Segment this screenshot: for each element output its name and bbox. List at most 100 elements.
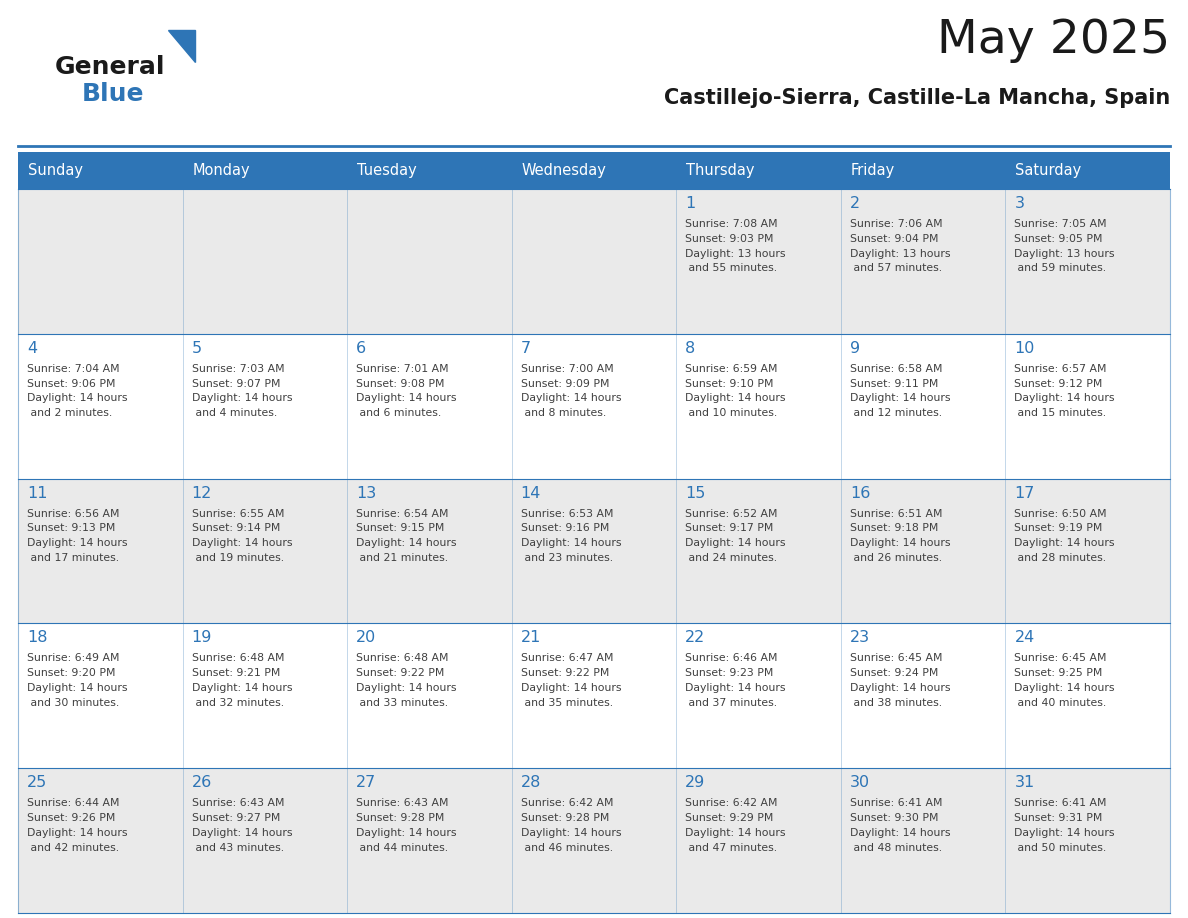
- Text: and 24 minutes.: and 24 minutes.: [685, 553, 777, 563]
- Text: 1: 1: [685, 196, 695, 211]
- Text: 20: 20: [356, 631, 377, 645]
- Text: Sunset: 9:08 PM: Sunset: 9:08 PM: [356, 378, 444, 388]
- Text: and 15 minutes.: and 15 minutes.: [1015, 409, 1106, 419]
- Text: 25: 25: [27, 775, 48, 790]
- Bar: [841, 152, 1005, 189]
- Bar: [676, 152, 841, 189]
- Text: and 8 minutes.: and 8 minutes.: [520, 409, 606, 419]
- Text: 12: 12: [191, 486, 211, 500]
- Text: and 17 minutes.: and 17 minutes.: [27, 553, 119, 563]
- Text: Sunset: 9:22 PM: Sunset: 9:22 PM: [520, 668, 609, 678]
- Text: 4: 4: [27, 341, 37, 356]
- Bar: [18, 189, 1170, 334]
- Text: Daylight: 14 hours: Daylight: 14 hours: [191, 538, 292, 548]
- Text: Friday: Friday: [851, 163, 895, 178]
- Text: Daylight: 14 hours: Daylight: 14 hours: [356, 683, 456, 693]
- Text: Daylight: 14 hours: Daylight: 14 hours: [685, 683, 785, 693]
- Text: Sunrise: 7:01 AM: Sunrise: 7:01 AM: [356, 364, 449, 374]
- Text: Sunset: 9:13 PM: Sunset: 9:13 PM: [27, 523, 115, 533]
- Text: Wednesday: Wednesday: [522, 163, 607, 178]
- Bar: [18, 768, 1170, 913]
- Text: 22: 22: [685, 631, 706, 645]
- Text: Daylight: 14 hours: Daylight: 14 hours: [1015, 683, 1114, 693]
- Text: Daylight: 14 hours: Daylight: 14 hours: [27, 394, 127, 403]
- Text: 26: 26: [191, 775, 211, 790]
- Text: and 33 minutes.: and 33 minutes.: [356, 698, 448, 708]
- Polygon shape: [168, 30, 195, 62]
- Text: and 4 minutes.: and 4 minutes.: [191, 409, 277, 419]
- Text: 30: 30: [849, 775, 870, 790]
- Text: Sunset: 9:22 PM: Sunset: 9:22 PM: [356, 668, 444, 678]
- Text: 23: 23: [849, 631, 870, 645]
- Text: Daylight: 13 hours: Daylight: 13 hours: [849, 249, 950, 259]
- Text: 8: 8: [685, 341, 695, 356]
- Text: and 30 minutes.: and 30 minutes.: [27, 698, 119, 708]
- Text: 27: 27: [356, 775, 377, 790]
- Text: 7: 7: [520, 341, 531, 356]
- Text: Sunset: 9:19 PM: Sunset: 9:19 PM: [1015, 523, 1102, 533]
- Text: and 47 minutes.: and 47 minutes.: [685, 843, 777, 853]
- Text: 29: 29: [685, 775, 706, 790]
- Text: and 35 minutes.: and 35 minutes.: [520, 698, 613, 708]
- Text: and 59 minutes.: and 59 minutes.: [1015, 263, 1106, 274]
- Text: Daylight: 14 hours: Daylight: 14 hours: [849, 683, 950, 693]
- Text: Sunset: 9:10 PM: Sunset: 9:10 PM: [685, 378, 773, 388]
- Text: 31: 31: [1015, 775, 1035, 790]
- Bar: [18, 152, 183, 189]
- Text: 17: 17: [1015, 486, 1035, 500]
- Text: Daylight: 14 hours: Daylight: 14 hours: [685, 828, 785, 838]
- Text: Daylight: 14 hours: Daylight: 14 hours: [191, 683, 292, 693]
- Text: Sunrise: 6:59 AM: Sunrise: 6:59 AM: [685, 364, 778, 374]
- Text: and 44 minutes.: and 44 minutes.: [356, 843, 448, 853]
- Text: Sunrise: 6:55 AM: Sunrise: 6:55 AM: [191, 509, 284, 519]
- Text: Sunrise: 6:41 AM: Sunrise: 6:41 AM: [849, 798, 942, 808]
- Text: Daylight: 14 hours: Daylight: 14 hours: [27, 538, 127, 548]
- Text: Sunrise: 6:57 AM: Sunrise: 6:57 AM: [1015, 364, 1107, 374]
- Text: Sunrise: 6:43 AM: Sunrise: 6:43 AM: [356, 798, 449, 808]
- Text: Daylight: 14 hours: Daylight: 14 hours: [849, 828, 950, 838]
- Text: and 32 minutes.: and 32 minutes.: [191, 698, 284, 708]
- Text: and 43 minutes.: and 43 minutes.: [191, 843, 284, 853]
- Text: 24: 24: [1015, 631, 1035, 645]
- Text: Sunset: 9:25 PM: Sunset: 9:25 PM: [1015, 668, 1102, 678]
- Text: Sunrise: 7:04 AM: Sunrise: 7:04 AM: [27, 364, 120, 374]
- Text: Sunset: 9:16 PM: Sunset: 9:16 PM: [520, 523, 609, 533]
- Text: Daylight: 14 hours: Daylight: 14 hours: [849, 394, 950, 403]
- Text: Sunrise: 6:56 AM: Sunrise: 6:56 AM: [27, 509, 120, 519]
- Text: Daylight: 14 hours: Daylight: 14 hours: [520, 828, 621, 838]
- Text: Castillejo-Sierra, Castille-La Mancha, Spain: Castillejo-Sierra, Castille-La Mancha, S…: [664, 88, 1170, 108]
- Text: Saturday: Saturday: [1016, 163, 1082, 178]
- Text: 9: 9: [849, 341, 860, 356]
- Text: and 28 minutes.: and 28 minutes.: [1015, 553, 1106, 563]
- Text: and 12 minutes.: and 12 minutes.: [849, 409, 942, 419]
- Text: Sunset: 9:03 PM: Sunset: 9:03 PM: [685, 234, 773, 244]
- Text: and 21 minutes.: and 21 minutes.: [356, 553, 448, 563]
- Text: and 19 minutes.: and 19 minutes.: [191, 553, 284, 563]
- Text: Sunset: 9:09 PM: Sunset: 9:09 PM: [520, 378, 609, 388]
- Text: Sunset: 9:07 PM: Sunset: 9:07 PM: [191, 378, 280, 388]
- Text: Sunrise: 6:41 AM: Sunrise: 6:41 AM: [1015, 798, 1107, 808]
- Text: Sunset: 9:28 PM: Sunset: 9:28 PM: [356, 813, 444, 823]
- Text: Sunrise: 6:44 AM: Sunrise: 6:44 AM: [27, 798, 120, 808]
- Text: Daylight: 14 hours: Daylight: 14 hours: [1015, 828, 1114, 838]
- Text: and 26 minutes.: and 26 minutes.: [849, 553, 942, 563]
- Bar: [18, 623, 1170, 768]
- Text: and 10 minutes.: and 10 minutes.: [685, 409, 777, 419]
- Text: Sunrise: 6:42 AM: Sunrise: 6:42 AM: [685, 798, 778, 808]
- Text: Sunrise: 7:06 AM: Sunrise: 7:06 AM: [849, 219, 942, 229]
- Text: 28: 28: [520, 775, 541, 790]
- Text: Daylight: 14 hours: Daylight: 14 hours: [356, 828, 456, 838]
- Text: and 38 minutes.: and 38 minutes.: [849, 698, 942, 708]
- Text: Sunrise: 6:53 AM: Sunrise: 6:53 AM: [520, 509, 613, 519]
- Text: 21: 21: [520, 631, 541, 645]
- Text: Sunset: 9:14 PM: Sunset: 9:14 PM: [191, 523, 280, 533]
- Text: and 2 minutes.: and 2 minutes.: [27, 409, 112, 419]
- Text: Sunrise: 7:00 AM: Sunrise: 7:00 AM: [520, 364, 613, 374]
- Text: Sunrise: 6:48 AM: Sunrise: 6:48 AM: [356, 654, 449, 664]
- Text: 14: 14: [520, 486, 541, 500]
- Text: Sunset: 9:29 PM: Sunset: 9:29 PM: [685, 813, 773, 823]
- Text: Sunset: 9:17 PM: Sunset: 9:17 PM: [685, 523, 773, 533]
- Text: Sunrise: 7:03 AM: Sunrise: 7:03 AM: [191, 364, 284, 374]
- Text: Sunset: 9:21 PM: Sunset: 9:21 PM: [191, 668, 280, 678]
- Text: Sunrise: 6:46 AM: Sunrise: 6:46 AM: [685, 654, 778, 664]
